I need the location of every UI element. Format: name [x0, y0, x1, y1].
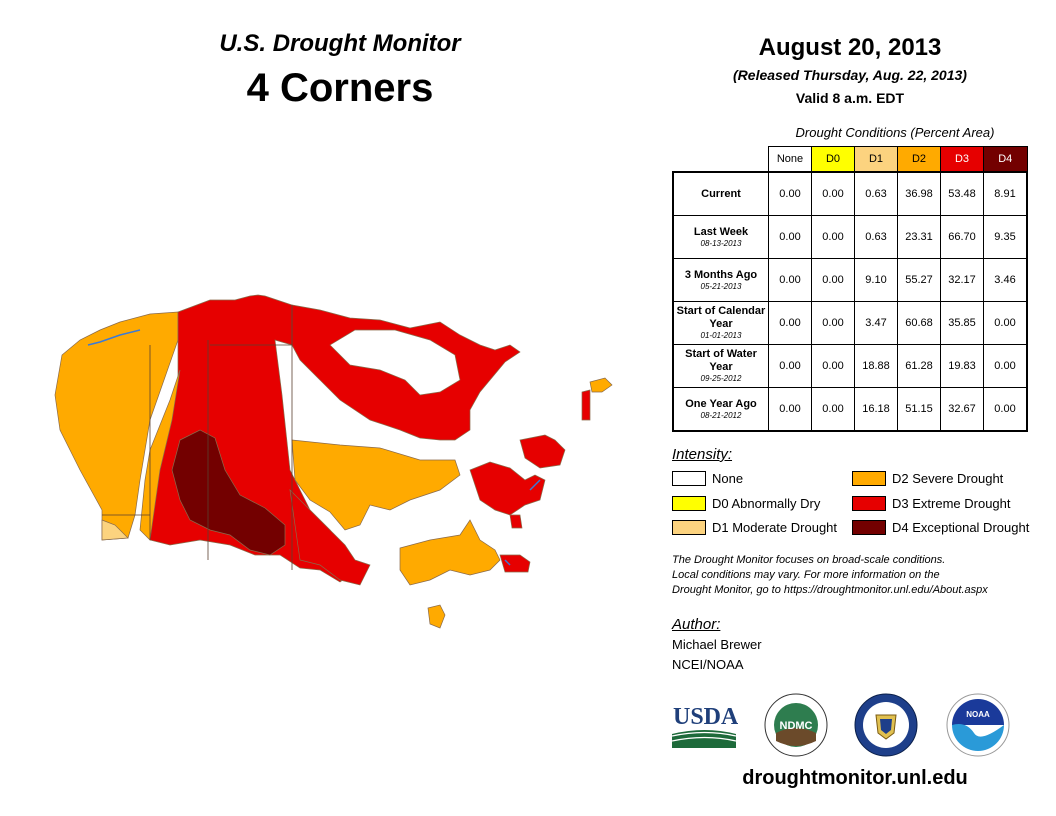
disclaimer-note: The Drought Monitor focuses on broad-sca… [672, 554, 988, 596]
map-title: 4 Corners [246, 66, 434, 110]
col-d3: D3 [940, 146, 984, 173]
col-d4: D4 [983, 146, 1028, 173]
legend-swatch [672, 496, 706, 511]
drought-map [54, 294, 613, 629]
svg-text:NOAA: NOAA [966, 710, 990, 719]
map-region-d3-east-4 [509, 514, 523, 529]
legend-swatch [672, 471, 706, 486]
noaa-logo: NOAA [946, 693, 1010, 757]
table-row: Start of Water Year 09-25-2012 0.00 0.00 … [672, 344, 1028, 388]
table-row: One Year Ago 08-21-2012 0.00 0.00 16.18 5… [672, 387, 1028, 432]
map-region-d2-east-small [589, 377, 613, 393]
map-region-d2-small [427, 604, 446, 629]
legend-item-d3: D3 Extreme Drought [852, 496, 1011, 511]
map-region-d2-new-mexico [399, 519, 501, 586]
legend-item-d2: D2 Severe Drought [852, 471, 1003, 486]
website-link[interactable]: droughtmonitor.unl.edu [742, 767, 968, 789]
ndmc-logo: NDMC [764, 693, 828, 757]
table-row: Start of Calendar Year 01-01-2013 0.00 0.… [672, 301, 1028, 345]
col-d1: D1 [854, 146, 898, 173]
map-region-d3-east-2 [519, 434, 566, 469]
col-none: None [768, 146, 812, 173]
map-subtitle: U.S. Drought Monitor [219, 30, 461, 57]
row-label: 3 Months Ago 05-21-2013 [672, 258, 769, 302]
drought-conditions-table: None D0 D1 D2 D3 D4 Current 0.00 0.00 0.… [672, 146, 1028, 432]
table-row: Last Week 08-13-2013 0.00 0.00 0.63 23.31… [672, 215, 1028, 259]
legend-title: Intensity: [672, 446, 733, 463]
map-region-d3-east [469, 461, 546, 516]
legend-item-d1: D1 Moderate Drought [672, 520, 837, 535]
table-caption: Drought Conditions (Percent Area) [795, 125, 995, 140]
valid-time: Valid 8 a.m. EDT [795, 90, 905, 106]
map-date: August 20, 2013 [758, 34, 942, 61]
usda-logo: USDA [672, 704, 738, 748]
doc-seal-logo [854, 693, 918, 757]
map-region-none [329, 329, 461, 396]
svg-text:USDA: USDA [673, 704, 738, 730]
legend-swatch [852, 471, 886, 486]
author-org: NCEI/NOAA [672, 657, 744, 672]
legend-swatch [672, 520, 706, 535]
map-region-d4 [171, 429, 286, 556]
row-label: Last Week 08-13-2013 [672, 215, 769, 259]
legend-swatch [852, 496, 886, 511]
map-region-d2-west [54, 311, 179, 541]
legend-item-d4: D4 Exceptional Drought [852, 520, 1029, 535]
svg-text:NDMC: NDMC [780, 720, 813, 732]
release-date: (Released Thursday, Aug. 22, 2013) [733, 67, 967, 83]
map-region-d3-south-strip [289, 489, 371, 586]
map-region-d2-colorado-south [291, 439, 461, 531]
author-heading: Author: [672, 616, 721, 633]
legend-swatch [852, 520, 886, 535]
row-label: Start of Calendar Year 01-01-2013 [672, 301, 769, 345]
col-d2: D2 [897, 146, 941, 173]
row-label: Current [672, 171, 769, 216]
map-region-d3-east-5 [581, 389, 591, 421]
row-label: Start of Water Year 09-25-2012 [672, 344, 769, 388]
table-row: 3 Months Ago 05-21-2013 0.00 0.00 9.10 55… [672, 258, 1028, 302]
legend-item-none: None [672, 471, 743, 486]
legend-item-d0: D0 Abnormally Dry [672, 496, 820, 511]
table-row: Current 0.00 0.00 0.63 36.98 53.48 8.91 [672, 171, 1028, 216]
row-label: One Year Ago 08-21-2012 [672, 387, 769, 432]
map-region-d1-southwest [101, 519, 129, 541]
author-name: Michael Brewer [672, 637, 762, 652]
map-region-d3-east-3 [499, 554, 531, 573]
col-d0: D0 [811, 146, 855, 173]
